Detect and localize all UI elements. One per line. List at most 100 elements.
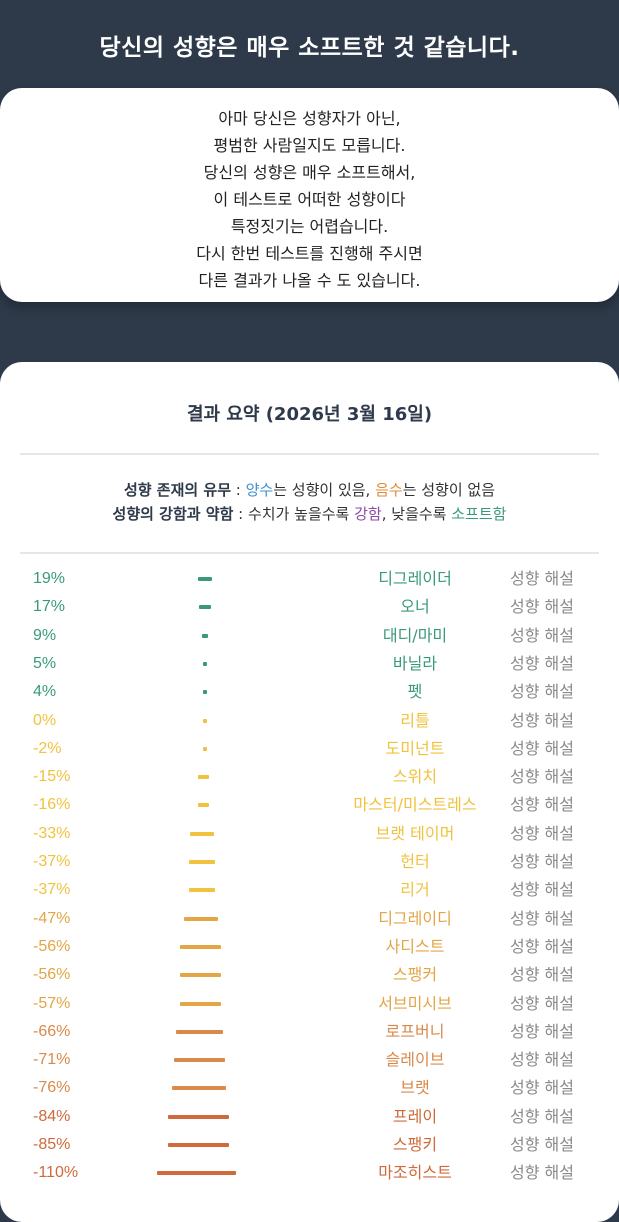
result-bar — [173, 1058, 225, 1063]
result-percent: 0% — [33, 711, 57, 729]
result-bar — [171, 1086, 227, 1091]
explanation-link[interactable]: 성향 해설 — [510, 682, 574, 702]
summary-card: 결과 요약 (2026년 3월 16일) 성향 존재의 유무 : 양수는 성향이… — [0, 362, 619, 1222]
description-line: 당신의 성향은 매우 소프트해서, — [203, 163, 416, 182]
explanation-link[interactable]: 성향 해설 — [510, 993, 574, 1013]
result-row: -85% 스팽키 성향 해설 — [0, 1133, 619, 1161]
result-bar — [180, 973, 221, 978]
explanation-link[interactable]: 성향 해설 — [510, 1106, 574, 1126]
result-percent: -66% — [33, 1022, 71, 1040]
result-role-name: 대디/마미 — [382, 625, 448, 645]
result-row: -47% 디그레이디 성향 해설 — [0, 907, 619, 935]
explanation-link[interactable]: 성향 해설 — [510, 823, 574, 843]
description-text: 아마 당신은 성향자가 아닌, 평범한 사람일지도 모릅니다. 당신의 성향은 … — [0, 105, 619, 294]
result-role-name: 마스터/미스트레스 — [353, 795, 477, 815]
explanation-link[interactable]: 성향 해설 — [510, 625, 574, 645]
result-bar — [180, 944, 221, 949]
result-bar — [203, 690, 207, 695]
result-row: -2% 도미넌트 성향 해설 — [0, 737, 619, 765]
explanation-link[interactable]: 성향 해설 — [510, 569, 574, 588]
result-role-name: 스팽키 — [392, 1135, 438, 1154]
explanation-link[interactable]: 성향 해설 — [510, 597, 574, 617]
result-row: -16% 마스터/미스트레스 성향 해설 — [0, 793, 619, 821]
result-bar — [156, 1171, 236, 1176]
result-row: -84% 프레이 성향 해설 — [0, 1105, 619, 1133]
result-percent: 9% — [33, 626, 57, 644]
result-role-name: 디그레이디 — [378, 908, 452, 928]
result-bar — [188, 888, 216, 893]
legend-text: 는 성향이 없음 — [402, 481, 496, 499]
result-bar — [197, 803, 210, 808]
result-row: -37% 리거 성향 해설 — [0, 878, 619, 906]
legend-strong: 강함 — [354, 505, 382, 523]
explanation-link[interactable]: 성향 해설 — [510, 653, 574, 673]
result-row: -57% 서브미시브 성향 해설 — [0, 992, 619, 1020]
result-role-name: 오너 — [400, 597, 430, 617]
result-row: -37% 헌터 성향 해설 — [0, 850, 619, 878]
result-percent: 19% — [33, 570, 66, 587]
explanation-link[interactable]: 성향 해설 — [510, 1050, 574, 1070]
result-role-name: 디그레이더 — [378, 569, 452, 588]
explanation-link[interactable]: 성향 해설 — [510, 1163, 574, 1183]
result-role-name: 바닐라 — [392, 653, 438, 673]
result-role-name: 도미넌트 — [385, 738, 445, 758]
legend-strength: 성향의 강함과 약함 : 수치가 높을수록 강함, 낮을수록 소프트함 — [0, 503, 619, 524]
explanation-link[interactable]: 성향 해설 — [510, 880, 574, 900]
legend-sep: : — [231, 481, 246, 499]
result-row: -66% 로프버니 성향 해설 — [0, 1020, 619, 1048]
result-role-name: 헌터 — [400, 852, 430, 871]
legend-existence-label: 성향 존재의 유무 — [123, 481, 231, 499]
result-percent: -57% — [33, 994, 71, 1012]
legend-positive: 양수 — [245, 481, 274, 499]
page-title: 당신의 성향은 매우 소프트한 것 같습니다. — [99, 35, 520, 61]
legend-existence: 성향 존재의 유무 : 양수는 성향이 있음, 음수는 성향이 없음 — [0, 479, 619, 500]
result-row: 19% 디그레이더 성향 해설 — [0, 567, 619, 595]
result-role-name: 로프버니 — [385, 1021, 445, 1041]
result-percent: -47% — [33, 909, 71, 927]
result-percent: -15% — [33, 768, 71, 786]
result-percent: -76% — [33, 1079, 71, 1097]
explanation-link[interactable]: 성향 해설 — [510, 795, 574, 815]
result-role-name: 브랫 테이머 — [375, 823, 455, 843]
result-bar — [203, 718, 207, 723]
explanation-link[interactable]: 성향 해설 — [510, 738, 574, 758]
explanation-link[interactable]: 성향 해설 — [510, 1078, 574, 1098]
explanation-link[interactable]: 성향 해설 — [510, 965, 574, 985]
result-role-name: 펫 — [407, 682, 423, 702]
description-line: 아마 당신은 성향자가 아닌, — [218, 109, 401, 128]
result-row: -76% 브랫 성향 해설 — [0, 1076, 619, 1104]
result-row: 4% 펫 성향 해설 — [0, 680, 619, 708]
result-row: 0% 리틀 성향 해설 — [0, 709, 619, 737]
explanation-link[interactable]: 성향 해설 — [510, 936, 574, 956]
result-role-name: 서브미시브 — [378, 993, 452, 1013]
result-role-name: 프레이 — [392, 1106, 438, 1126]
explanation-link[interactable]: 성향 해설 — [510, 908, 574, 928]
result-role-name: 리거 — [400, 880, 430, 900]
result-role-name: 마조히스트 — [378, 1163, 452, 1183]
result-role-name: 스팽커 — [392, 965, 438, 985]
explanation-link[interactable]: 성향 해설 — [510, 1135, 574, 1154]
result-bar — [188, 860, 216, 864]
explanation-link[interactable]: 성향 해설 — [510, 852, 574, 871]
legend-soft: 소프트함 — [451, 505, 507, 523]
result-bar — [190, 831, 215, 836]
description-line: 다른 결과가 나올 수 도 있습니다. — [198, 271, 421, 290]
description-line: 다시 한번 테스트를 진행해 주시면 — [196, 244, 423, 263]
result-percent: -56% — [33, 966, 71, 984]
result-role-name: 스위치 — [392, 767, 438, 787]
result-bar — [202, 746, 207, 751]
explanation-link[interactable]: 성향 해설 — [510, 710, 574, 730]
result-percent: -33% — [33, 824, 71, 842]
result-percent: -37% — [33, 853, 71, 870]
result-percent: -85% — [33, 1136, 71, 1153]
result-row: -71% 슬레이브 성향 해설 — [0, 1048, 619, 1076]
result-bar — [203, 661, 207, 666]
result-row: -15% 스위치 성향 해설 — [0, 765, 619, 793]
explanation-link[interactable]: 성향 해설 — [510, 767, 574, 787]
explanation-link[interactable]: 성향 해설 — [510, 1021, 574, 1041]
result-role-name: 리틀 — [400, 710, 430, 730]
description-line: 평범한 사람일지도 모릅니다. — [213, 136, 406, 155]
result-row: -110% 마조히스트 성향 해설 — [0, 1161, 619, 1189]
result-row: 9% 대디/마미 성향 해설 — [0, 624, 619, 652]
result-bar — [184, 916, 219, 921]
